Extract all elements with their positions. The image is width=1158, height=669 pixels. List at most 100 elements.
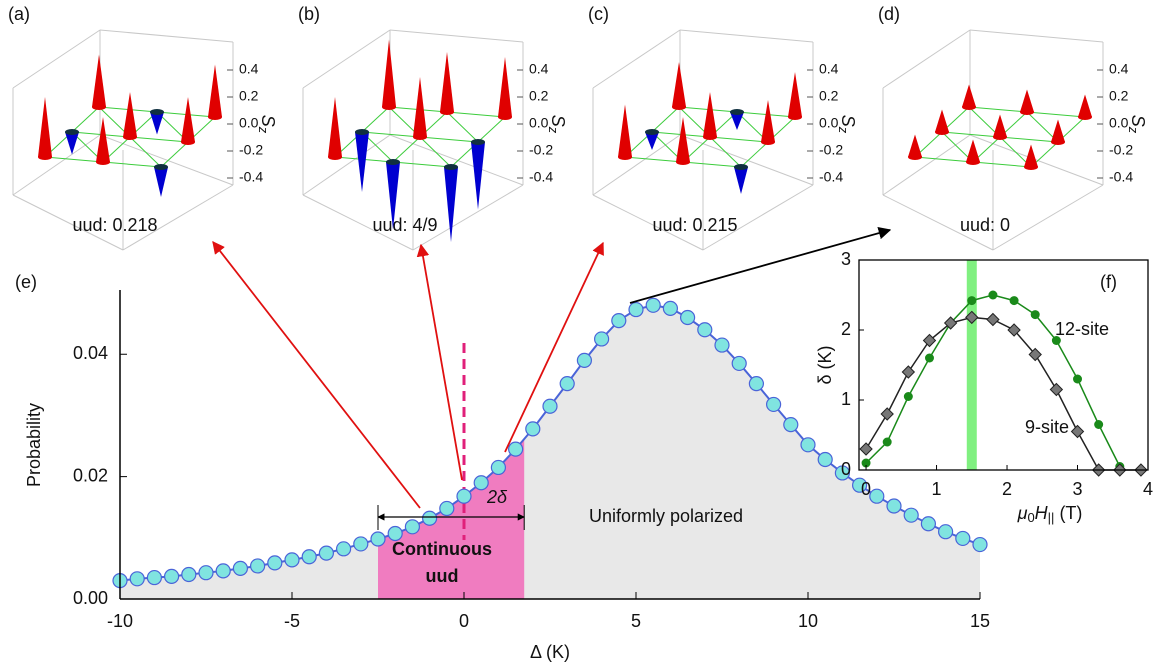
spin-cone [645, 132, 659, 150]
spin-cone [935, 109, 949, 132]
x-tick-label: 0 [459, 611, 469, 631]
annotation: Continuous [392, 539, 492, 559]
spin-cone [734, 167, 748, 194]
point [859, 442, 873, 456]
lattice-bond [129, 136, 189, 143]
cone-base [730, 109, 744, 115]
annotation: uud [426, 566, 459, 586]
point [1094, 420, 1104, 429]
cone-base [355, 129, 369, 135]
cone-base [962, 104, 976, 110]
z-tick-label: 0.0 [529, 115, 549, 131]
x-tick-label: 10 [798, 611, 818, 631]
panel-caption: uud: 0.218 [72, 215, 157, 235]
point [525, 421, 541, 437]
series-line [865, 316, 1141, 471]
spin-cone [908, 134, 922, 157]
inset-frame [858, 259, 1149, 471]
cone-base [65, 129, 79, 135]
pointer-arrow [416, 243, 463, 481]
x-label-sub: || [1048, 510, 1055, 525]
y-axis-label: Probability [24, 403, 44, 487]
point [851, 477, 868, 493]
y-tick-label: 3 [841, 249, 851, 269]
lattice-bond [361, 106, 390, 133]
point [1028, 347, 1042, 362]
lattice-bond [941, 131, 1001, 138]
cone-base [788, 114, 802, 120]
box-edge [302, 194, 414, 251]
y-axis-label: δ (K) [815, 345, 835, 384]
x-axis-label: Δ (K) [530, 642, 570, 662]
point [765, 396, 782, 413]
z-tick-label: 0.2 [529, 88, 549, 104]
spin-cone [730, 112, 744, 130]
z-tick-label: 0.4 [239, 61, 259, 77]
point [901, 365, 916, 379]
box-edge [702, 184, 814, 251]
z-tick-label: -0.4 [819, 169, 843, 185]
cone-base [471, 139, 485, 145]
point [336, 541, 352, 557]
box-edge [992, 184, 1104, 251]
point [783, 417, 799, 433]
box-edge [412, 184, 524, 251]
box-edge [389, 29, 524, 43]
box-edge [99, 29, 234, 43]
spin-cone [355, 132, 369, 192]
point [880, 407, 894, 421]
y-tick-label: 1 [841, 389, 851, 409]
spin-cone [208, 64, 222, 117]
spin-cone [123, 92, 137, 137]
lattice-bond [972, 161, 1032, 168]
pointer-arrow [629, 226, 892, 304]
cone-base [328, 154, 342, 160]
cone-base [645, 129, 659, 135]
cone-base [676, 159, 690, 165]
point [1009, 296, 1019, 306]
y-tick-label: 0.02 [73, 465, 108, 485]
box-edge [389, 134, 524, 186]
x-tick-label: -10 [107, 611, 133, 631]
point [679, 309, 696, 326]
band [966, 260, 977, 470]
z-axis-label: Sz [836, 115, 859, 134]
z-tick-label: 0.4 [819, 61, 839, 77]
lattice-bond [682, 161, 742, 168]
point [834, 465, 851, 481]
point [965, 310, 979, 325]
spin-panel: 0.4 0.2 0.0 -0.2 -0.4 Sz (c) uud: 0.215 [588, 4, 859, 251]
x-label-sub: 0 [1027, 510, 1034, 525]
point [611, 312, 627, 329]
lattice-bond [129, 136, 162, 168]
point [387, 525, 403, 542]
box-edge [969, 29, 1104, 43]
point [232, 560, 248, 577]
z-label-sub: z [1126, 126, 1141, 134]
z-axis-label: Sz [256, 115, 279, 134]
lattice-bond [624, 156, 684, 163]
point [748, 376, 765, 392]
point [1049, 382, 1064, 397]
z-label-main: S [1128, 115, 1148, 127]
point [318, 545, 334, 561]
z-label-main: S [548, 115, 568, 127]
spin-cone [444, 167, 458, 242]
lattice-bond [392, 136, 421, 163]
cone-base [38, 154, 52, 160]
point [215, 563, 231, 579]
lattice-bond [477, 116, 506, 143]
z-tick-label: 0.0 [239, 115, 259, 131]
point [924, 353, 934, 363]
spin-cone [1051, 119, 1065, 142]
lattice-bond [446, 111, 506, 118]
point [922, 333, 937, 348]
point [955, 530, 971, 547]
z-tick-label: -0.2 [239, 142, 263, 158]
point [1070, 424, 1085, 439]
box-edge [302, 29, 391, 89]
spin-cone [386, 162, 400, 230]
cone-base [935, 129, 949, 135]
point [988, 290, 998, 300]
point [1051, 336, 1061, 345]
